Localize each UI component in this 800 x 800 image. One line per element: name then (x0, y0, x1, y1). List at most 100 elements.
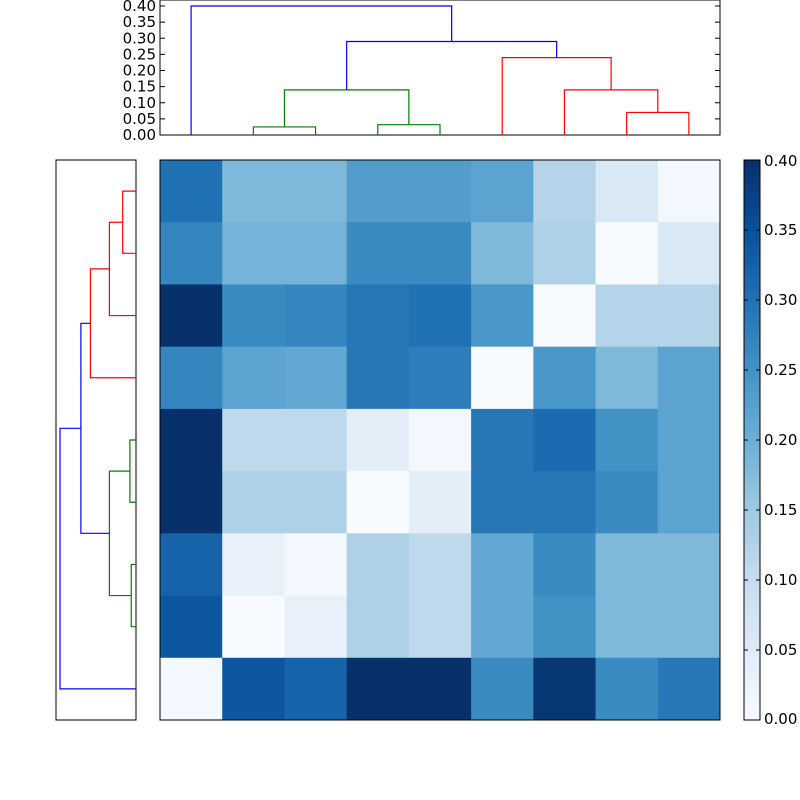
heatmap-cell-r4-c2 (284, 408, 348, 472)
colorbar-tick-label-4: 0.20 (764, 431, 797, 449)
heatmap-cell-r2-c4 (408, 284, 472, 348)
heatmap-cell-r4-c5 (471, 408, 534, 472)
colorbar-tick-label-8: 0.40 (764, 152, 797, 170)
colorbar: 0.00 0.05 0.10 0.15 0.20 0.25 0.30 0.35 0.40 (743, 152, 797, 728)
heatmap-cell-r0-c8 (657, 160, 721, 223)
heatmap-cell-r7-c2 (284, 595, 348, 659)
heatmap-cell-r0-c2 (284, 160, 348, 223)
colorbar-tick-label-3: 0.15 (764, 501, 797, 519)
heatmap-cell-r7-c4 (408, 595, 472, 659)
heatmap-cell-r0-c6 (533, 160, 597, 223)
colorbar-tick-label-0: 0.00 (764, 710, 797, 728)
heatmap-cell-r8-c1 (222, 657, 285, 721)
heatmap-cell-r3-c2 (284, 346, 348, 410)
heatmap-cell-r0-c4 (408, 160, 472, 223)
left-dendrogram (55, 159, 137, 721)
top-dendrogram-tick-label-0: 0.00 (123, 126, 156, 144)
heatmap-cell-r2-c3 (346, 284, 410, 348)
top-dendrogram-tick-label-7: 0.35 (123, 13, 156, 31)
heatmap-cell-r7-c0 (160, 595, 223, 659)
heatmap-cell-r3-c5 (471, 346, 534, 410)
heatmap-cell-r5-c1 (222, 471, 285, 534)
left-dendrogram-frame (55, 159, 137, 721)
heatmap-cell-r6-c4 (408, 533, 472, 597)
colorbar-tick-label-1: 0.05 (764, 641, 797, 659)
heatmap-cell-r1-c6 (533, 222, 597, 285)
heatmap-cell-r2-c8 (657, 284, 721, 348)
heatmap-cell-r6-c5 (471, 533, 534, 597)
heatmap-cell-r7-c5 (471, 595, 534, 659)
heatmap-cell-r0-c0 (160, 160, 223, 223)
heatmap-matrix (159, 159, 721, 721)
heatmap-cell-r4-c1 (222, 408, 285, 472)
colorbar-tick-label-5: 0.25 (764, 361, 797, 379)
heatmap-cell-r4-c6 (533, 408, 597, 472)
heatmap-cell-r3-c7 (595, 346, 659, 410)
heatmap-cell-r6-c1 (222, 533, 285, 597)
heatmap-cell-r4-c3 (346, 408, 410, 472)
top-dendrogram-tick-label-5: 0.25 (123, 45, 156, 63)
heatmap-cell-r7-c7 (595, 595, 659, 659)
heatmap-cell-r7-c8 (657, 595, 721, 659)
heatmap-cell-r8-c8 (657, 657, 721, 721)
heatmap-cell-r3-c3 (346, 346, 410, 410)
heatmap-cell-r1-c2 (284, 222, 348, 285)
heatmap-cell-r8-c7 (595, 657, 659, 721)
heatmap-cell-r5-c8 (657, 471, 721, 534)
heatmap-cell-r0-c3 (346, 160, 410, 223)
heatmap-cell-r5-c4 (408, 471, 472, 534)
heatmap-cell-r8-c4 (408, 657, 472, 721)
heatmap-cell-r2-c5 (471, 284, 534, 348)
left-dendrogram-link-7 (59, 427, 136, 690)
heatmap-cell-r3-c0 (160, 346, 223, 410)
heatmap-cell-r3-c6 (533, 346, 597, 410)
top-dendrogram-tick-label-3: 0.15 (123, 78, 156, 96)
heatmap-cell-r7-c6 (533, 595, 597, 659)
top-dendrogram-tick-label-2: 0.10 (123, 94, 156, 112)
heatmap-cell-r1-c8 (657, 222, 721, 285)
heatmap-cell-r6-c0 (160, 533, 223, 597)
heatmap-cell-r8-c3 (346, 657, 410, 721)
heatmap-cell-r6-c6 (533, 533, 597, 597)
heatmap-cell-r5-c7 (595, 471, 659, 534)
heatmap-cell-r3-c8 (657, 346, 721, 410)
heatmap-cell-r1-c4 (408, 222, 472, 285)
heatmap-cell-r1-c7 (595, 222, 659, 285)
heatmap-cell-r5-c3 (346, 471, 410, 534)
heatmap-cell-r5-c2 (284, 471, 348, 534)
heatmap-cell-r2-c7 (595, 284, 659, 348)
heatmap-cell-r4-c8 (657, 408, 721, 472)
colorbar-tick-label-2: 0.10 (764, 571, 797, 589)
heatmap-cell-r4-c4 (408, 408, 472, 472)
heatmap-cell-r1-c0 (160, 222, 223, 285)
heatmap-cell-r0-c5 (471, 160, 534, 223)
top-dendrogram-frame (159, 0, 721, 136)
heatmap-cell-r8-c5 (471, 657, 534, 721)
heatmap-cell-r0-c7 (595, 160, 659, 223)
heatmap-cell-r8-c0 (160, 657, 223, 721)
heatmap-cell-r2-c6 (533, 284, 597, 348)
colorbar-tick-label-6: 0.30 (764, 291, 797, 309)
heatmap-cell-r6-c8 (657, 533, 721, 597)
heatmap-cell-r2-c1 (222, 284, 285, 348)
heatmap-cell-r5-c0 (160, 471, 223, 534)
top-dendrogram-tick-label-1: 0.05 (123, 110, 156, 128)
heatmap-cell-r3-c1 (222, 346, 285, 410)
heatmap-cell-r6-c3 (346, 533, 410, 597)
heatmap-cell-r4-c7 (595, 408, 659, 472)
heatmap-cell-r2-c2 (284, 284, 348, 348)
heatmap-cell-r1-c3 (346, 222, 410, 285)
heatmap-cell-r5-c5 (471, 471, 534, 534)
colorbar-tick-label-7: 0.35 (764, 221, 797, 239)
heatmap-cell-r2-c0 (160, 284, 223, 348)
heatmap-frame (159, 159, 721, 721)
top-dendrogram-tick-label-4: 0.20 (123, 62, 156, 80)
heatmap-cell-r6-c7 (595, 533, 659, 597)
heatmap-cell-r1-c5 (471, 222, 534, 285)
heatmap-cell-r3-c4 (408, 346, 472, 410)
top-dendrogram-link-7 (190, 5, 453, 135)
top-dendrogram: 0.000.050.100.150.200.250.300.350.40 (123, 0, 721, 144)
heatmap-cell-r8-c6 (533, 657, 597, 721)
top-dendrogram-tick-label-8: 0.40 (123, 0, 156, 15)
